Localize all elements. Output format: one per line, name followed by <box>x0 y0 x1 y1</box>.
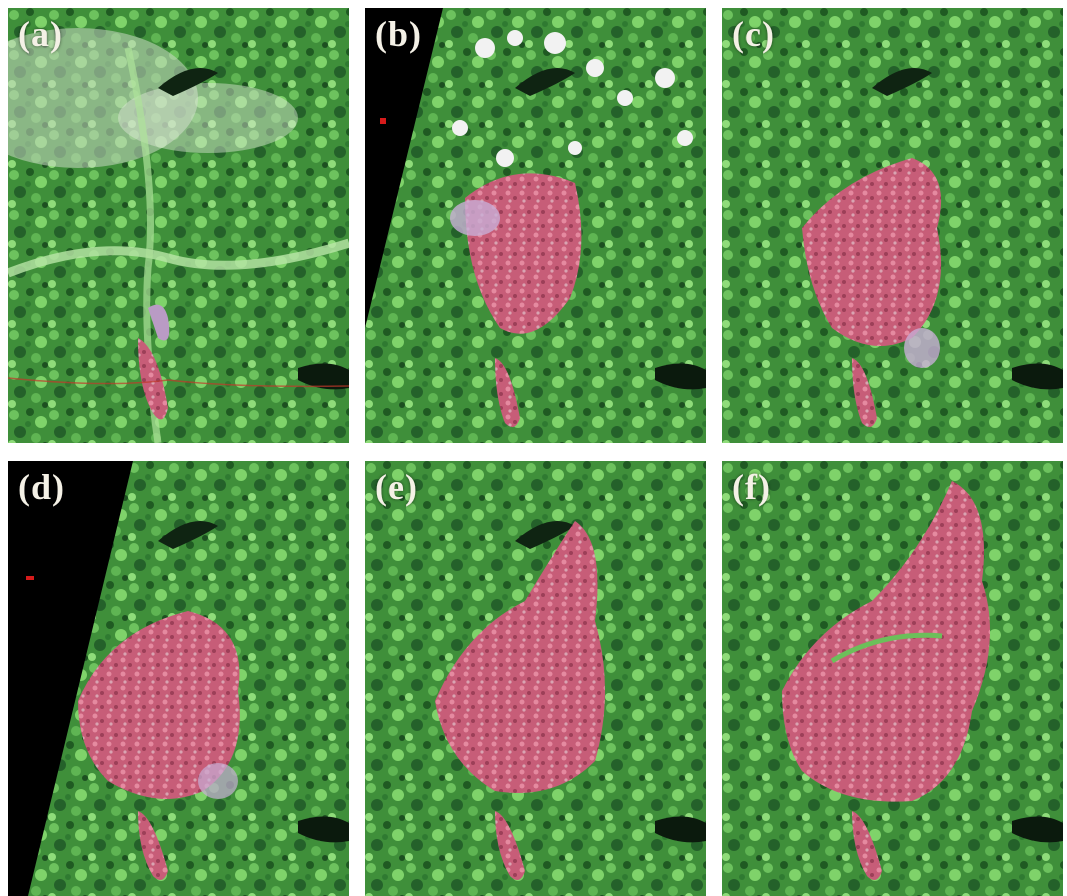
satellite-image-c <box>722 8 1063 443</box>
panel-label: (a) <box>18 14 63 54</box>
satellite-image-d <box>8 461 349 896</box>
panel-label: (e) <box>375 467 418 507</box>
panel-b: (b) <box>365 8 706 443</box>
panel-c: (c) <box>722 8 1063 443</box>
panel-e: (e) <box>365 461 706 896</box>
panel-f: (f) <box>722 461 1063 896</box>
satellite-image-f <box>722 461 1063 896</box>
panel-a: (a) <box>8 8 349 443</box>
satellite-image-a <box>8 8 349 443</box>
satellite-image-b <box>365 8 706 443</box>
panel-label: (d) <box>18 467 65 507</box>
satellite-image-e <box>365 461 706 896</box>
panel-d: (d) <box>8 461 349 896</box>
panel-label: (b) <box>375 14 422 54</box>
panel-label: (f) <box>732 467 771 507</box>
panel-label: (c) <box>732 14 775 54</box>
